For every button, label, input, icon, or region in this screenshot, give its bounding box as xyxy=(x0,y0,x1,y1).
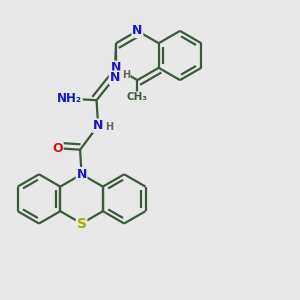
Text: N: N xyxy=(93,119,103,132)
Text: S: S xyxy=(76,217,87,230)
Text: H: H xyxy=(106,122,114,132)
Text: O: O xyxy=(52,142,63,155)
Text: H: H xyxy=(122,70,130,80)
Text: CH₃: CH₃ xyxy=(127,92,148,102)
Text: N: N xyxy=(111,61,121,74)
Text: N: N xyxy=(132,24,142,38)
Text: NH₂: NH₂ xyxy=(57,92,82,105)
Text: N: N xyxy=(76,168,87,181)
Text: N: N xyxy=(110,71,120,84)
